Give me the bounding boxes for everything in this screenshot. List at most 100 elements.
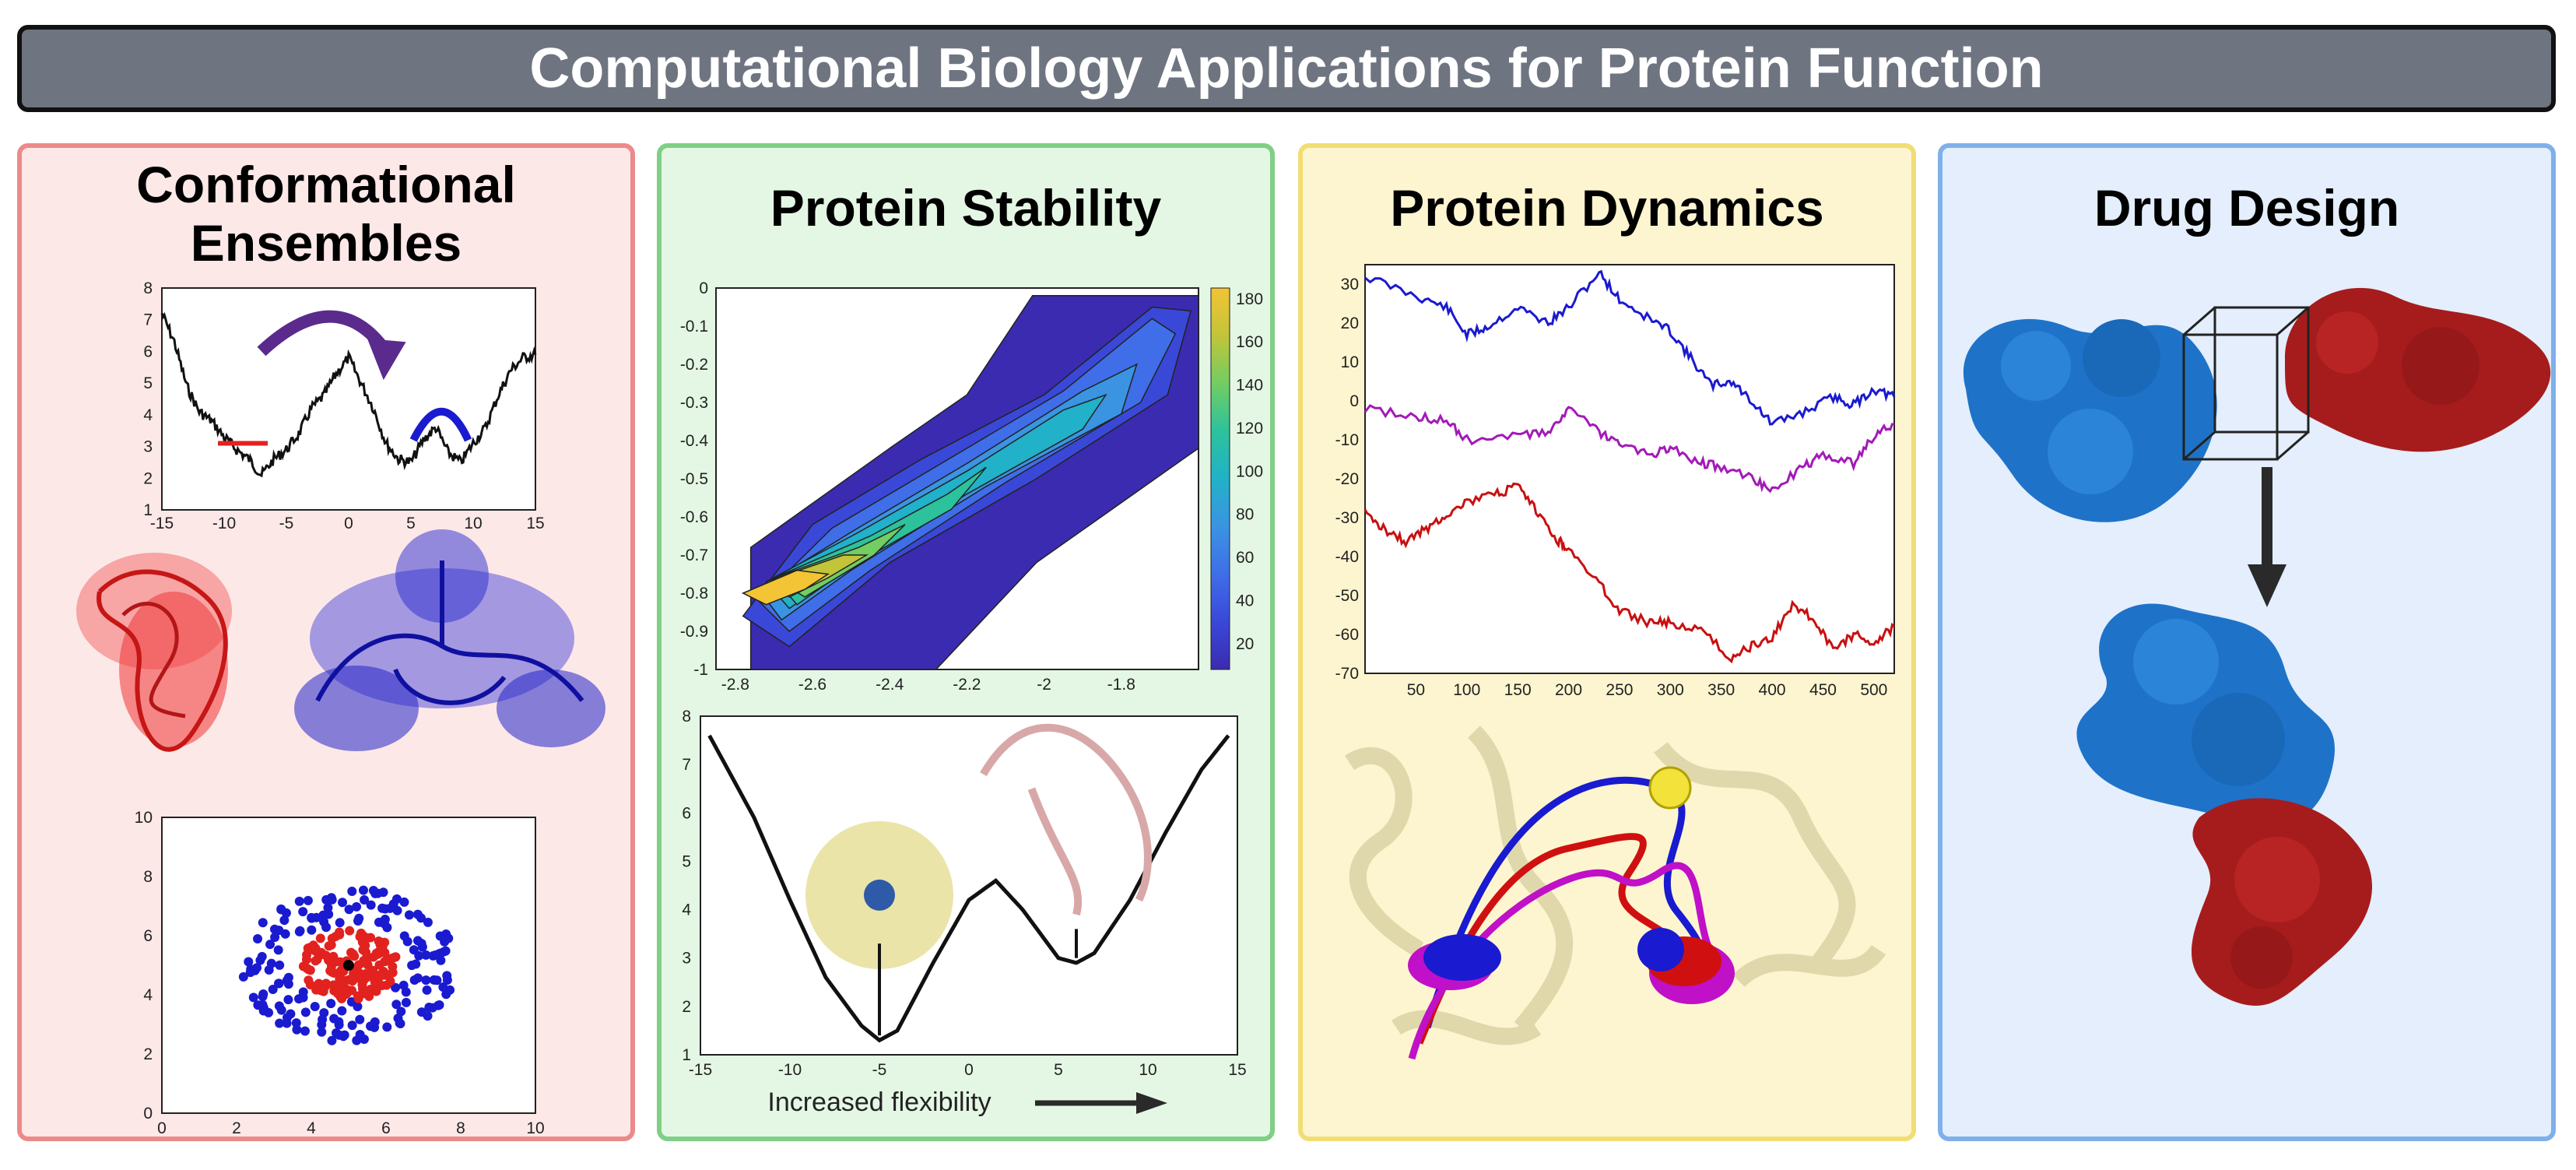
target-protein-surface	[1963, 318, 2217, 522]
scatter-point	[342, 985, 353, 995]
x-tick-label: 5	[406, 515, 416, 532]
y-tick-label: 30	[1341, 276, 1359, 293]
x-tick-label: 150	[1504, 681, 1532, 699]
scatter-point	[291, 1018, 301, 1028]
y-tick-label: 4	[682, 901, 691, 919]
y-tick-label: 6	[682, 804, 691, 822]
down-arrow	[2248, 467, 2286, 607]
x-tick-label: 15	[1228, 1061, 1246, 1079]
scatter-point	[395, 1019, 405, 1029]
scatter-point	[310, 1001, 320, 1011]
scatter-point	[270, 932, 280, 942]
scatter-point	[335, 918, 345, 928]
scatter-point	[416, 1007, 426, 1017]
scatter-point	[435, 931, 445, 941]
scatter-point	[374, 960, 384, 970]
scatter-point	[401, 997, 411, 1007]
scatter-point	[358, 885, 368, 895]
scatter-point	[355, 932, 365, 942]
free-energy-chart: -15 -10 -5 0 5 10 15 1 2 3 4 5 6 7 8 Increased flexibil…	[682, 708, 1246, 1117]
contour-level-region	[741, 569, 830, 606]
x-tick-label: 400	[1759, 681, 1786, 699]
scatter-point	[294, 896, 304, 906]
scatter-point	[273, 945, 283, 955]
scatter-point	[380, 915, 390, 925]
transition-arrowhead	[367, 339, 406, 381]
scatter-point	[401, 987, 411, 997]
scatter-point	[326, 940, 336, 950]
plot-area	[700, 715, 1238, 1056]
y-tick-label: 10	[1341, 353, 1359, 371]
scatter-point	[373, 888, 383, 898]
scatter-point	[383, 956, 393, 966]
scatter-point	[321, 894, 332, 905]
scatter-point	[404, 910, 414, 920]
scatter-point	[329, 1014, 339, 1024]
unfolded-protein-image	[980, 723, 1152, 916]
scatter-point	[264, 1007, 274, 1017]
y-tick-label: 10	[135, 809, 153, 827]
scatter-point	[275, 1018, 285, 1028]
scatter-point	[279, 915, 290, 926]
scatter-point	[303, 943, 313, 954]
scatter-point	[344, 905, 354, 915]
scatter-point	[385, 903, 395, 913]
scatter-point	[334, 1020, 344, 1030]
x-tick-label: 6	[381, 1119, 391, 1137]
y-tick-label: -60	[1335, 626, 1359, 644]
y-tick-label: 3	[143, 438, 153, 456]
y-tick-label: 1	[682, 1046, 691, 1064]
scatter-point	[385, 976, 395, 986]
x-tick-label: -2.6	[798, 676, 826, 694]
colorbar-tick-label: 180	[1236, 290, 1263, 308]
x-tick-label: 15	[526, 515, 544, 532]
colorbar-tick-label: 100	[1236, 462, 1263, 480]
y-tick-label: -0.8	[680, 585, 708, 603]
panel-title: Protein Stability	[770, 179, 1162, 237]
x-tick-label: 350	[1707, 681, 1735, 699]
scatter-point	[423, 917, 433, 927]
y-tick-label: 6	[143, 927, 153, 945]
scatter-point	[347, 976, 357, 986]
y-tick-label: 5	[143, 374, 153, 392]
y-tick-label: -0.4	[680, 432, 709, 450]
y-tick-label: -20	[1335, 470, 1359, 488]
y-tick-label: 8	[143, 279, 153, 297]
x-tick-label: 8	[456, 1119, 465, 1137]
plot-area	[1364, 264, 1895, 674]
y-tick-label: 2	[143, 469, 153, 487]
x-tick-label: 10	[464, 515, 482, 532]
scatter-point	[366, 1021, 376, 1031]
panel-title: Protein Dynamics	[1390, 179, 1824, 237]
energy-landscape-chart: -15 -10 -5 0 5 10 15 1 2 3 4 5 6 7 8	[143, 279, 544, 532]
scatter-point	[407, 961, 417, 971]
scatter-point	[250, 965, 260, 975]
scatter-point	[338, 898, 348, 908]
scatter-point	[337, 1006, 347, 1016]
protein-structures-illustration	[76, 529, 605, 752]
y-tick-label: 6	[143, 343, 153, 360]
scatter-point	[316, 986, 326, 996]
colorbar-tick-label: 140	[1236, 377, 1263, 395]
x-tick-label: 200	[1555, 681, 1582, 699]
y-tick-label: -10	[1335, 431, 1359, 449]
scatter-point	[269, 924, 279, 934]
y-tick-label: 7	[143, 311, 153, 329]
scatter-point	[412, 973, 423, 983]
title-banner: Computational Biology Applications for P…	[17, 25, 2556, 112]
x-tick-label: -10	[212, 515, 236, 532]
scatter-point	[331, 932, 341, 942]
scatter-point	[298, 907, 308, 917]
x-tick-label: 100	[1453, 681, 1480, 699]
scatter-point	[359, 955, 369, 965]
colorbar	[1210, 287, 1230, 670]
x-tick-label: 10	[526, 1119, 544, 1137]
complex-surface	[2076, 603, 2373, 1006]
folded-core	[864, 879, 895, 911]
x-tick-label: -2.8	[721, 676, 749, 694]
y-tick-label: 0	[1349, 392, 1359, 410]
marker-sphere	[1648, 766, 1692, 810]
scatter-point	[391, 982, 401, 993]
scatter-point	[257, 951, 267, 961]
scatter-point	[332, 1028, 342, 1038]
